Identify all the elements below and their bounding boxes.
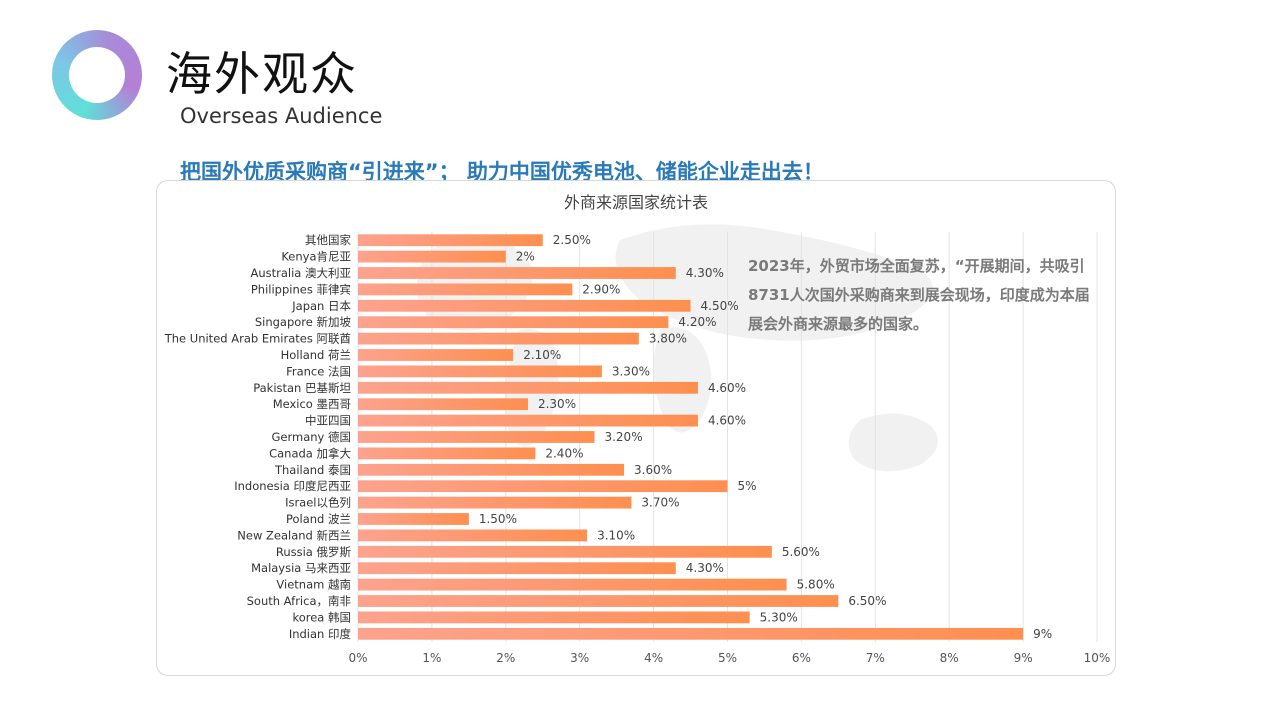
data-label: 2.40% [545, 446, 583, 460]
x-tick-label: 2% [496, 651, 515, 665]
data-label: 3.30% [612, 364, 650, 378]
bar [358, 398, 528, 411]
bar [358, 463, 625, 476]
bar [358, 513, 469, 525]
bar [358, 299, 691, 312]
bar [358, 529, 588, 542]
category-label: France 法国 [286, 364, 351, 378]
x-tick-label: 10% [1084, 651, 1111, 665]
bar [358, 496, 632, 509]
data-label: 4.50% [701, 299, 739, 313]
bar [358, 234, 543, 247]
data-label: 3.60% [634, 463, 672, 477]
category-label: Germany 德国 [271, 430, 351, 444]
category-label: Israel以色列 [285, 496, 351, 510]
bar [358, 480, 728, 493]
x-tick-label: 4% [644, 651, 663, 665]
category-label: The United Arab Emirates 阿联酋 [164, 332, 351, 346]
data-label: 2.50% [553, 233, 591, 247]
x-tick-label: 7% [866, 651, 885, 665]
category-label: Canada 加拿大 [269, 446, 351, 460]
category-labels: 其他国家 Kenya肯尼亚 Australia 澳大利亚 Philippines 菲律… [164, 233, 352, 641]
bar [358, 578, 787, 591]
brand-ring-logo [52, 30, 142, 120]
data-label: 4.60% [708, 381, 746, 395]
data-label: 3.20% [604, 430, 642, 444]
category-label: New Zealand 新西兰 [237, 528, 351, 542]
bar [358, 349, 514, 361]
data-label: 3.80% [649, 332, 687, 346]
data-label: 2.10% [523, 348, 561, 362]
bar [358, 562, 676, 575]
category-label: Philippines 菲律宾 [251, 282, 351, 296]
data-label: 2.30% [538, 397, 576, 411]
data-label: 3.10% [597, 528, 635, 542]
bar [358, 545, 772, 558]
category-label: Indian 印度 [289, 627, 352, 641]
annotation-text: 2023年，外贸市场全面复苏，“开展期间，共吸引8731人次国外采购商来到展会现… [748, 257, 1090, 333]
category-label: Vietnam 越南 [276, 578, 351, 592]
category-label: Japan 日本 [291, 299, 351, 313]
data-label: 4.30% [686, 561, 724, 575]
bar [358, 381, 698, 394]
bar [358, 627, 1024, 640]
category-label: Malaysia 马来西亚 [251, 561, 351, 575]
bar [358, 414, 698, 427]
x-tick-label: 5% [718, 651, 737, 665]
x-tick-label: 9% [1014, 651, 1033, 665]
bar [358, 431, 595, 443]
bar [358, 283, 573, 296]
category-label: Kenya肯尼亚 [281, 250, 351, 264]
category-label: Thailand 泰国 [274, 463, 351, 477]
x-tick-label: 1% [422, 651, 441, 665]
data-label: 6.50% [848, 594, 886, 608]
category-label: Holland 荷兰 [281, 348, 351, 362]
category-label: Mexico 墨西哥 [273, 397, 351, 411]
data-label: 1.50% [479, 512, 517, 526]
data-label: 5% [738, 479, 757, 493]
data-label: 4.60% [708, 414, 746, 428]
category-label: 其他国家 [305, 233, 351, 247]
category-label: 中亚四国 [305, 414, 351, 428]
data-label: 9% [1033, 627, 1052, 641]
bar [358, 365, 602, 378]
category-label: Indonesia 印度尼西亚 [234, 479, 351, 493]
x-tick-label: 3% [570, 651, 589, 665]
bar [358, 250, 506, 263]
bar [358, 316, 669, 329]
bar [358, 595, 839, 607]
data-label: 5.80% [797, 578, 835, 592]
category-label: Poland 波兰 [286, 512, 351, 526]
data-label: 5.30% [760, 610, 798, 624]
category-label: Pakistan 巴基斯坦 [253, 381, 351, 395]
category-label: Russia 俄罗斯 [276, 545, 352, 559]
bar [358, 267, 676, 279]
category-label: korea 韩国 [292, 610, 351, 624]
bar [358, 447, 536, 460]
data-label: 3.70% [641, 496, 679, 510]
data-label: 2.90% [582, 282, 620, 296]
data-label: 5.60% [782, 545, 820, 559]
x-tick-label: 0% [348, 651, 367, 665]
category-label: Australia 澳大利亚 [250, 266, 351, 280]
x-tick-label: 8% [940, 651, 959, 665]
category-label: Singapore 新加坡 [255, 315, 352, 329]
bar [358, 332, 639, 345]
page-subtitle: Overseas Audience [180, 104, 383, 128]
data-label: 4.30% [686, 266, 724, 280]
category-label: South Africa，南非 [247, 594, 352, 608]
x-tick-label: 6% [792, 651, 811, 665]
data-label: 4.20% [678, 315, 716, 329]
page-title: 海外观众 [166, 47, 358, 101]
bar [358, 611, 750, 624]
bar-series [358, 234, 1024, 640]
data-label: 2% [516, 250, 535, 264]
data-labels: 2.50% 2% 4.30% 2.90% 4.50% 4.20% 3.80% 2.10% 3.3… [479, 233, 1052, 641]
x-tick-labels: 0% 1% 2% 3% 4% 5% 6% 7% 8% 9% 10% [348, 651, 1110, 665]
chart-title: 外商来源国家统计表 [564, 193, 708, 212]
